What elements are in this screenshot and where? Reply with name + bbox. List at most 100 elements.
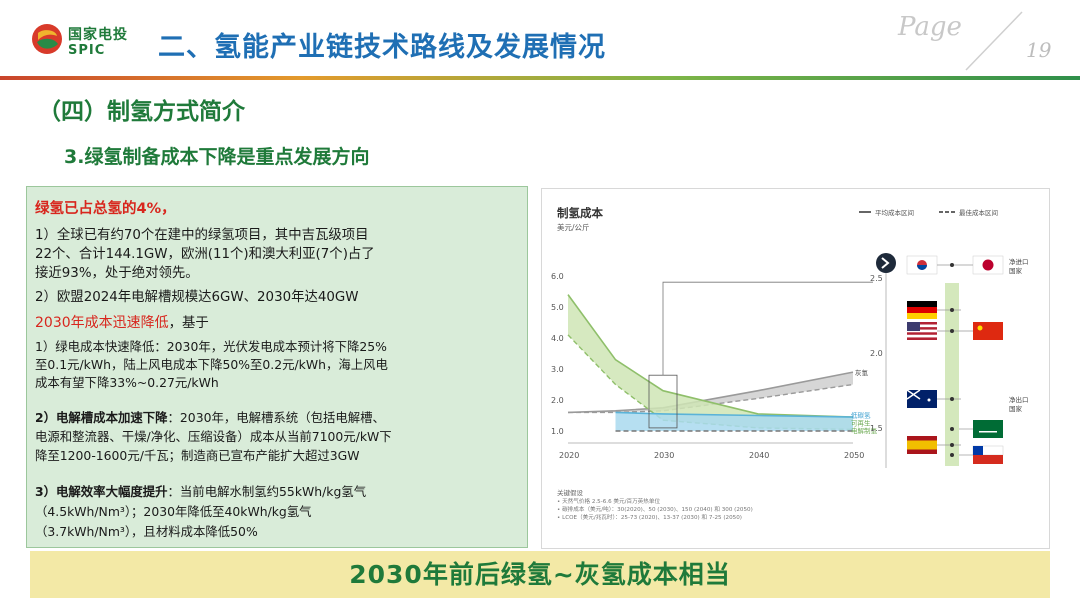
flag-bg (973, 420, 1003, 438)
flag-stripe (907, 440, 937, 450)
flag-stripe (973, 455, 1003, 464)
text-line: 2030年成本迅速降低，基于 (35, 311, 209, 332)
text-panel: 绿氢已占总氢的4%， 1）全球已有约70个在建中的绿氢项目，其中吉瓦级项目 22… (26, 186, 528, 548)
note-line: • 天然气价格 2.5-6.6 美元/百万英热单位 (557, 497, 660, 505)
flag-spain (907, 436, 937, 454)
flag-stripe (907, 322, 937, 325)
series-upper-line-3 (615, 411, 854, 418)
logo-text-cn: 国家电投 (68, 27, 128, 43)
flag-chile (972, 445, 1004, 464)
connector-dot (950, 443, 954, 447)
flag-mark (982, 259, 994, 271)
flag-stripe (907, 313, 937, 319)
y-tick-label: 3.0 (551, 365, 564, 374)
connector-dot (950, 308, 954, 312)
text-line: 电源和整流器、干燥/净化、压缩设备）成本从当前7100元/kW下 (35, 429, 392, 444)
spic-logo-icon (32, 24, 62, 54)
flag-stripe (907, 332, 937, 335)
text-line: 2）欧盟2024年电解槽规模达6GW、2030年达40GW (35, 290, 359, 305)
flag-mark (906, 389, 921, 400)
connector-dot (950, 427, 954, 431)
label-exporter: 净出口 (1009, 395, 1029, 404)
flag-canton (973, 446, 983, 455)
text-line: 3）电解效率大幅度提升：当前电解水制氢约55kWh/kg氢气 (35, 482, 366, 500)
text-line: 至0.1元/kWh，陆上风电成本下降50%至0.2元/kWh，海上风电 (35, 357, 388, 372)
text-line: 2）电解槽成本加速下降：2030年，电解槽系统（包括电解槽、 (35, 408, 385, 426)
text-line: （3.7kWh/Nm³），且材料成本降低50% (35, 524, 258, 539)
header-divider (0, 76, 1080, 80)
text-line: （4.5kWh/Nm³）；2030年降低至40kWh/kg氢气 (35, 504, 312, 519)
flag-mark (927, 398, 931, 402)
note-line: • LCOE（美元/兆瓦时）：25-73 (2020)、13-37 (2030)… (557, 513, 742, 521)
flag-stripe (907, 334, 937, 338)
label-importer: 净进口 (1009, 257, 1029, 266)
right-tick-label: 2.5 (870, 274, 883, 283)
text-fragment: ，基于 (168, 316, 209, 331)
y-tick-label: 2.0 (551, 396, 564, 405)
label-importer: 国家 (1009, 266, 1023, 275)
series-band-2 (568, 294, 853, 430)
text-line: 1）绿电成本快速降低：2030年，光伏发电成本预计将下降25% (35, 339, 387, 354)
legend-avg: 平均成本区间 (875, 208, 914, 217)
text-line: 1）全球已有约70个在建中的绿氢项目，其中吉瓦级项目 (35, 228, 369, 243)
logo-text-en: SPIC (68, 43, 106, 58)
bold-text: 2）电解槽成本加速下降 (35, 410, 168, 425)
text-line: 成本有望下降33%~0.27元/kWh (35, 375, 219, 390)
flag-stripe (907, 329, 937, 333)
x-tick-label: 2030 (654, 451, 674, 460)
flag-mark (977, 325, 983, 331)
hydrogen-cost-chart: 制氢成本 美元/公斤 平均成本区间 最佳成本区间 1.0 2.0 3.0 4.0 5.0… (551, 206, 1029, 521)
x-tick-label: 2020 (559, 451, 579, 460)
label-electrolysis: 电解制氢 (851, 426, 878, 435)
text-line: 22个、合计144.1GW，欧洲(11个)和澳大利亚(7个)占了 (35, 247, 375, 262)
right-tick-label: 1.5 (870, 424, 883, 433)
conclusion-text: 2030年前后绿氢~灰氢成本相当 (349, 560, 731, 589)
highlight-box-2030 (648, 374, 678, 429)
flag-usa (907, 322, 937, 340)
flag-stripe (907, 307, 937, 313)
flag-stripe (907, 301, 937, 307)
connector-line (662, 281, 873, 376)
conclusion-banner (30, 551, 1050, 598)
highlight-text: 2030年成本迅速降低 (35, 315, 169, 331)
flag-stripe (907, 324, 937, 328)
right-tick-label: 2.0 (870, 349, 883, 358)
flag-australia (906, 389, 937, 408)
page-number: 19 (1026, 38, 1052, 62)
flag-stripe (907, 337, 937, 340)
flag-mark (979, 431, 997, 433)
x-tick-label: 2050 (844, 451, 864, 460)
connector-dot (950, 453, 954, 457)
chart-unit: 美元/公斤 (557, 222, 590, 232)
bold-text: 3）电解效率大幅度提升 (35, 484, 168, 499)
flag-japan (972, 255, 1004, 275)
text-line: 降至1200-1600元/千瓦；制造商已宣布产能扩大超过3GW (35, 448, 360, 463)
flag-stripe (907, 327, 937, 330)
flag-canton (907, 322, 920, 331)
flag-korea (906, 255, 938, 275)
chart-title: 制氢成本 (557, 206, 603, 220)
plot-area: 1.0 2.0 3.0 4.0 5.0 6.0 2020 2030 2040 2050 灰氢低碳氢可… (551, 272, 878, 460)
series-upper-line-2 (567, 294, 854, 418)
connector-dot (950, 263, 954, 267)
text-fragment: ：2030年，电解槽系统（包括电解槽、 (167, 410, 385, 425)
label-renewable: 可再生 (851, 418, 871, 427)
x-tick-label: 2040 (749, 451, 769, 460)
flag-germany (907, 301, 937, 319)
chevron-right-icon (881, 257, 890, 269)
note-line: • 碳排成本（美元/吨）：30(2020)、50 (2030)、150 (204… (557, 505, 753, 513)
y-tick-label: 4.0 (551, 334, 564, 343)
y-tick-label: 5.0 (551, 303, 564, 312)
y-tick-label: 1.0 (551, 427, 564, 436)
range-bar (945, 283, 959, 466)
section-title: （四）制氢方式简介 (38, 99, 245, 125)
highlight-line: 绿氢已占总氢的4%， (35, 201, 176, 217)
page-label: Page (898, 12, 962, 42)
text-fragment: ：当前电解水制氢约55kWh/kg氢气 (167, 484, 367, 499)
y-tick-label: 6.0 (551, 272, 564, 281)
flag-saudi (973, 420, 1003, 438)
flag-mark (917, 265, 927, 270)
expand-arrow-icon[interactable] (876, 253, 896, 273)
page-title: 二、氢能产业链技术路线及发展情况 (158, 32, 606, 63)
